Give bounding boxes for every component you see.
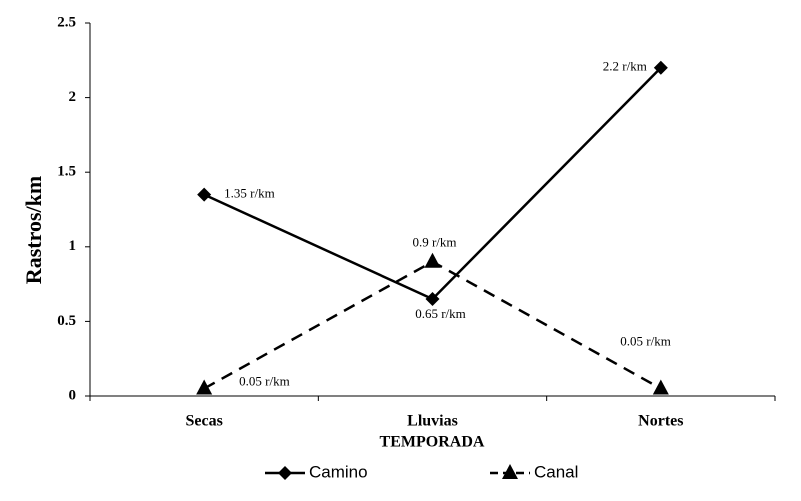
y-tick-label: 1 <box>69 238 77 254</box>
legend-label: Canal <box>534 462 578 481</box>
data-point <box>653 60 668 75</box>
legend-marker <box>278 466 292 480</box>
legend-marker <box>502 464 518 479</box>
data-point <box>197 187 212 202</box>
data-point <box>425 292 440 307</box>
y-tick-label: 2 <box>69 89 77 105</box>
data-point <box>652 379 669 395</box>
x-tick-label: Nortes <box>638 413 683 430</box>
y-tick-label: 2.5 <box>57 14 76 30</box>
data-label: 0.65 r/km <box>415 306 466 321</box>
series-line <box>203 260 662 390</box>
x-tick-label: Lluvias <box>407 413 458 430</box>
y-tick-label: 0.5 <box>57 313 76 329</box>
y-axis-label: Rastros/km <box>21 176 46 284</box>
y-tick-label: 0 <box>69 387 77 403</box>
legend-label: Camino <box>309 462 368 481</box>
data-point <box>424 252 441 268</box>
x-axis-label: TEMPORADA <box>380 434 485 451</box>
data-label: 1.35 r/km <box>224 186 275 201</box>
data-label: 2.2 r/km <box>603 59 647 74</box>
x-tick-label: Secas <box>186 413 223 430</box>
data-label: 0.05 r/km <box>239 374 290 389</box>
data-point <box>196 379 213 395</box>
y-tick-label: 1.5 <box>57 164 76 180</box>
data-label: 0.9 r/km <box>412 235 456 250</box>
data-label: 0.05 r/km <box>620 334 671 349</box>
